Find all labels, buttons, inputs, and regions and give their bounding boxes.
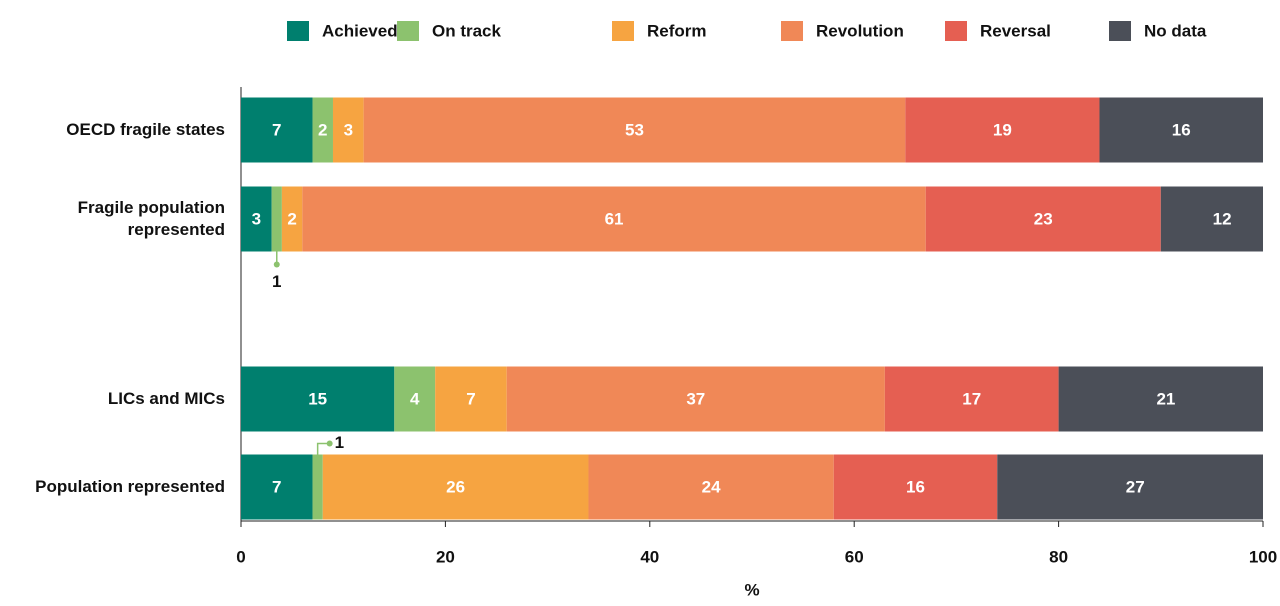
bar-segment xyxy=(332,97,364,163)
data-label: 53 xyxy=(625,120,644,139)
category-label: LICs and MICs xyxy=(107,389,225,408)
bar-segment xyxy=(312,454,323,520)
x-tick-label: 60 xyxy=(845,547,864,566)
category-label: OECD fragile states xyxy=(66,120,225,139)
legend-label: Reform xyxy=(647,21,707,40)
bar-segment xyxy=(302,186,926,252)
data-label: 7 xyxy=(272,120,281,139)
x-tick-label: 20 xyxy=(436,547,455,566)
data-label: 16 xyxy=(906,477,925,496)
data-label: 7 xyxy=(272,477,281,496)
data-label: 61 xyxy=(605,209,624,228)
legend-label: Reversal xyxy=(980,21,1051,40)
bar-segment xyxy=(241,186,272,252)
data-label: 7 xyxy=(466,389,475,408)
data-label: 4 xyxy=(410,389,420,408)
bar-segment xyxy=(241,97,313,163)
data-label: 3 xyxy=(344,120,353,139)
legend-swatch xyxy=(781,21,803,41)
bar-segment xyxy=(588,454,834,520)
data-label: 24 xyxy=(702,477,721,496)
legend-label: On track xyxy=(432,21,502,40)
bar-segment xyxy=(925,186,1161,252)
x-tick-label: 100 xyxy=(1249,547,1277,566)
bar-segment xyxy=(281,186,303,252)
data-label: 2 xyxy=(318,120,327,139)
legend-swatch xyxy=(1109,21,1131,41)
callout-line xyxy=(316,442,330,455)
data-label: 1 xyxy=(335,433,344,452)
x-tick-label: 0 xyxy=(236,547,245,566)
x-tick-label: 80 xyxy=(1049,547,1068,566)
bar-segment xyxy=(1058,366,1263,432)
bar-segment xyxy=(1160,186,1263,252)
bar-segment xyxy=(884,366,1059,432)
data-label: 26 xyxy=(446,477,465,496)
data-label: 19 xyxy=(993,120,1012,139)
bar-segment xyxy=(241,454,313,520)
x-axis-label: % xyxy=(744,580,759,599)
category-label: Population represented xyxy=(35,477,225,496)
x-tick-label: 40 xyxy=(640,547,659,566)
data-label: 17 xyxy=(962,389,981,408)
bar-segment xyxy=(1099,97,1263,163)
data-label: 12 xyxy=(1213,209,1232,228)
legend-label: Revolution xyxy=(816,21,904,40)
bar-segment xyxy=(271,186,282,252)
data-label: 23 xyxy=(1034,209,1053,228)
data-label: 27 xyxy=(1126,477,1145,496)
data-label: 2 xyxy=(287,209,296,228)
legend-label: Achieved xyxy=(322,21,398,40)
data-label: 21 xyxy=(1156,389,1175,408)
bar-segment xyxy=(905,97,1100,163)
category-label: Fragile population represented xyxy=(77,198,225,239)
data-label: 37 xyxy=(686,389,705,408)
legend-swatch xyxy=(945,21,967,41)
bar-segment xyxy=(506,366,885,432)
bar-segment xyxy=(394,366,436,432)
bar-segment xyxy=(363,97,906,163)
bar-segment xyxy=(312,97,333,163)
callout-dot xyxy=(326,440,333,447)
bar-segment xyxy=(241,366,395,432)
callout-dot xyxy=(273,261,280,268)
data-label: 1 xyxy=(272,272,281,291)
data-label: 3 xyxy=(252,209,261,228)
legend-swatch xyxy=(397,21,419,41)
legend-label: No data xyxy=(1144,21,1207,40)
bar-segment xyxy=(435,366,507,432)
legend-swatch xyxy=(287,21,309,41)
bar-segment xyxy=(997,454,1263,520)
data-label: 16 xyxy=(1172,120,1191,139)
data-label: 15 xyxy=(308,389,327,408)
bar-segment xyxy=(833,454,998,520)
bar-segment xyxy=(322,454,589,520)
legend-swatch xyxy=(612,21,634,41)
